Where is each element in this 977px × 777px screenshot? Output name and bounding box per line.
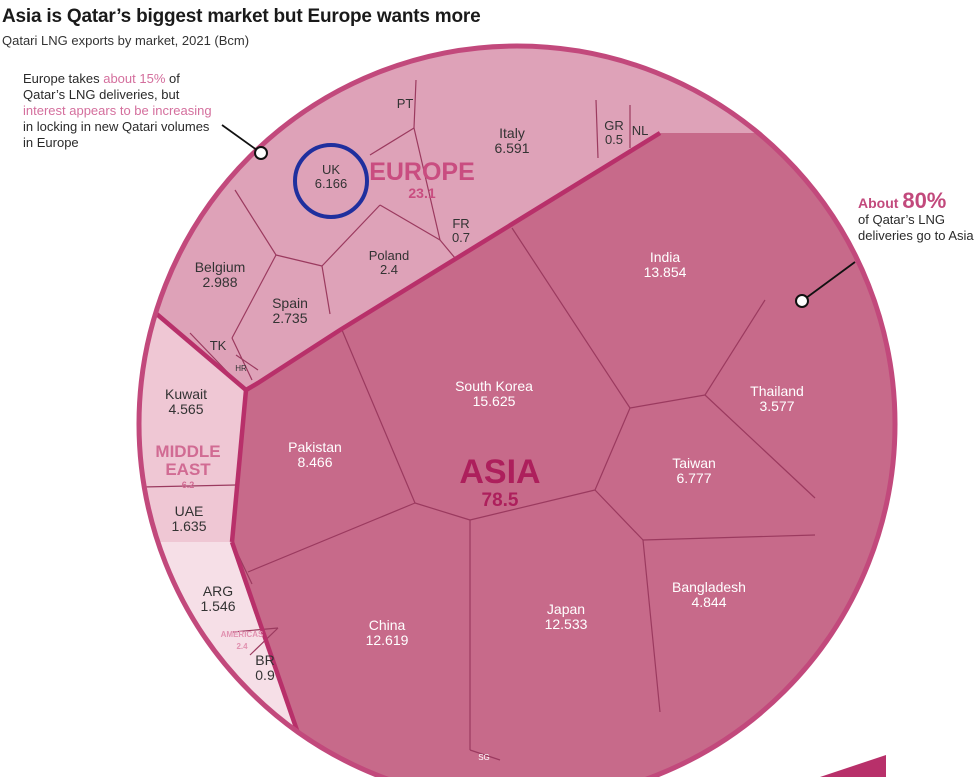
region-total-europe: 23.1	[408, 185, 435, 201]
outer-ring	[136, 43, 898, 777]
label-thailand: Thailand	[750, 383, 804, 399]
region-total-asia: 78.5	[482, 490, 519, 511]
label-italy: Italy	[499, 125, 525, 141]
label-spain: Spain	[272, 295, 308, 311]
label-fr: FR	[452, 216, 469, 231]
europe-note-part1: Europe takes	[23, 71, 104, 86]
value-arg: 1.546	[200, 598, 235, 614]
europe-note-highlight1: about 15%	[103, 71, 166, 86]
region-label-asia: ASIA	[459, 453, 540, 491]
label-hr: HR	[235, 364, 247, 373]
value-kuwait: 4.565	[168, 401, 203, 417]
value-india: 13.854	[644, 264, 687, 280]
label-tk: TK	[210, 338, 227, 353]
value-gr: 0.5	[605, 132, 623, 147]
label-pt: PT	[397, 96, 414, 111]
cell-labels: PTItaly6.591GR0.5NLUK6.166FR0.7Poland2.4…	[155, 96, 803, 762]
corner-wedge	[820, 755, 886, 777]
label-nl: NL	[632, 123, 649, 138]
europe-callout-dot	[254, 146, 268, 160]
label-uk: UK	[322, 162, 340, 177]
label-poland: Poland	[369, 248, 409, 263]
asia-note-lead: About	[858, 195, 903, 211]
value-belgium: 2.988	[202, 274, 237, 290]
asia-callout-dot	[795, 294, 809, 308]
value-spain: 2.735	[272, 310, 307, 326]
label-br: BR	[255, 652, 274, 668]
value-pakistan: 8.466	[297, 454, 332, 470]
label-gr: GR	[604, 118, 624, 133]
region-label-americas: AMERICAS	[221, 630, 264, 639]
europe-note-highlight2: interest appears to be increasing	[23, 103, 212, 118]
region-total-americas: 2.4	[236, 642, 248, 651]
asia-note: About 80% of Qatar’s LNG deliveries go t…	[858, 190, 976, 244]
region-middle-east	[137, 310, 246, 542]
label-india: India	[650, 249, 681, 265]
chart-title: Asia is Qatar’s biggest market but Europ…	[2, 6, 481, 27]
asia-note-big: 80%	[902, 188, 947, 213]
label-china: China	[369, 617, 406, 633]
region-label-europe: EUROPE	[369, 158, 475, 186]
region-total-middle-east: 6.2	[182, 480, 195, 490]
region-europe	[137, 44, 897, 390]
label-kuwait: Kuwait	[165, 386, 207, 402]
label-pakistan: Pakistan	[288, 439, 342, 455]
europe-note: Europe takes about 15% of Qatar’s LNG de…	[23, 71, 223, 151]
chart-subtitle: Qatari LNG exports by market, 2021 (Bcm)	[2, 33, 250, 48]
label-bangladesh: Bangladesh	[672, 579, 746, 595]
callouts	[221, 124, 886, 777]
label-uae: UAE	[175, 503, 204, 519]
value-italy: 6.591	[494, 140, 529, 156]
label-belgium: Belgium	[195, 259, 246, 275]
value-bangladesh: 4.844	[691, 594, 726, 610]
cell-borders	[141, 79, 816, 761]
value-poland: 2.4	[380, 262, 398, 277]
label-taiwan: Taiwan	[672, 455, 716, 471]
value-uae: 1.635	[171, 518, 206, 534]
label-japan: Japan	[547, 601, 585, 617]
region-asia	[137, 133, 897, 777]
region-label-middle-east-1: MIDDLE	[155, 442, 220, 461]
value-thailand: 3.577	[759, 398, 794, 414]
uk-highlight-circle	[293, 143, 369, 219]
label-arg: ARG	[203, 583, 233, 599]
europe-note-part2: of Qatar’s LNG deliveries, but	[23, 71, 180, 102]
label-sg: SG	[478, 753, 490, 762]
value-taiwan: 6.777	[676, 470, 711, 486]
asia-note-rest: of Qatar’s LNG deliveries go to Asia	[858, 212, 974, 243]
region-label-middle-east-2: EAST	[165, 460, 211, 479]
label-south-korea: South Korea	[455, 378, 533, 394]
region-cells	[137, 44, 897, 777]
europe-note-part3: in locking in new Qatari volumes in Euro…	[23, 119, 210, 150]
value-fr: 0.7	[452, 230, 470, 245]
value-south-korea: 15.625	[473, 393, 516, 409]
value-china: 12.619	[366, 632, 409, 648]
value-br: 0.9	[255, 667, 275, 683]
value-uk: 6.166	[315, 176, 348, 191]
value-japan: 12.533	[545, 616, 588, 632]
